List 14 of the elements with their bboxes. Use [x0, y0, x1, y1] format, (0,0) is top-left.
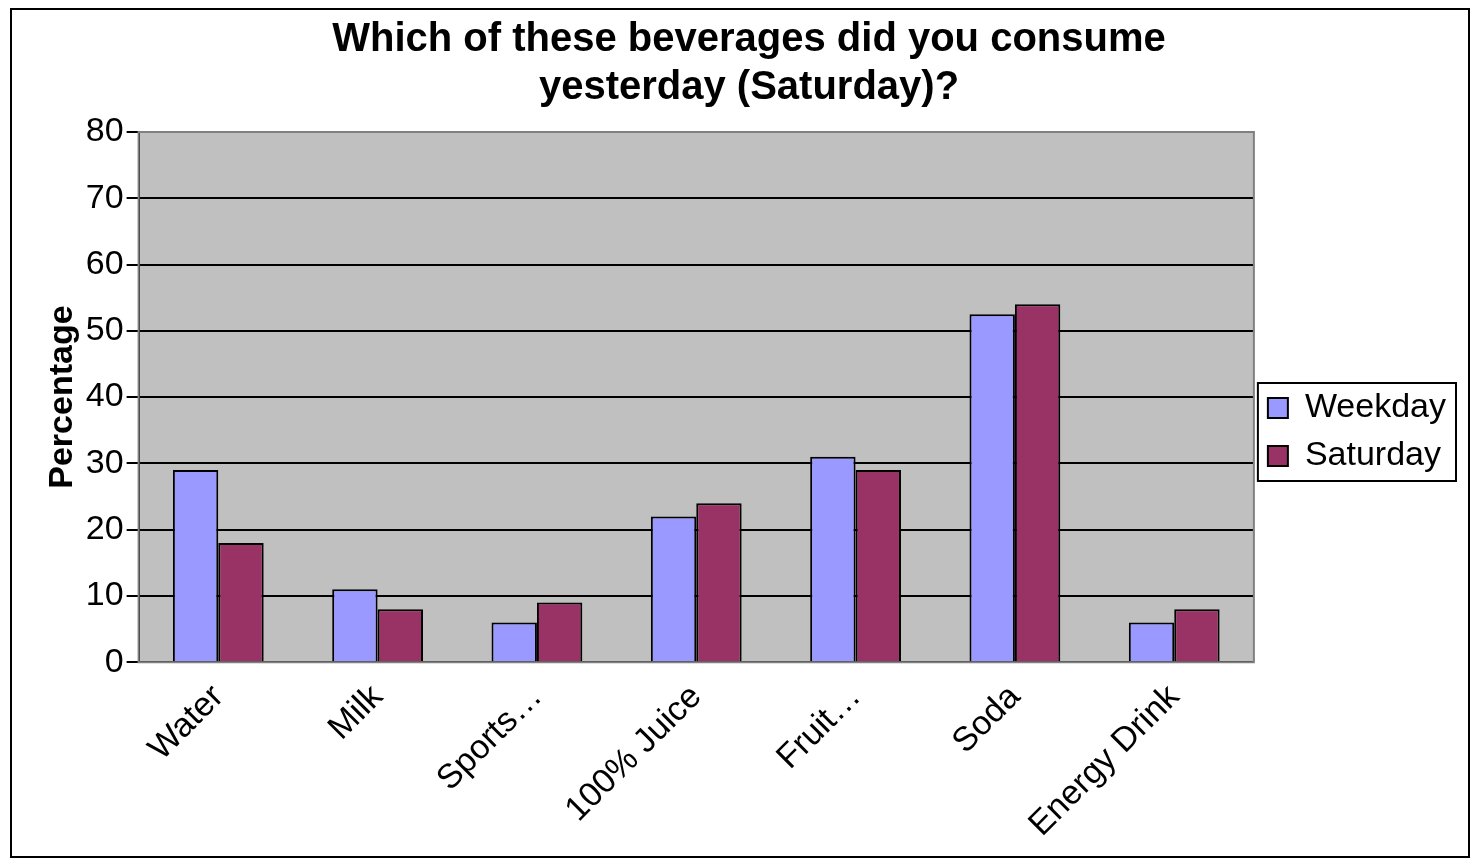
- legend-label: Weekday: [1304, 386, 1447, 425]
- y-tick-label: 30: [85, 441, 124, 480]
- y-tick-label: 70: [85, 176, 124, 215]
- legend-label: Saturday: [1304, 434, 1441, 473]
- y-tick-label: 40: [85, 375, 124, 414]
- y-tick-label: 10: [85, 574, 124, 613]
- y-tick-label: 0: [104, 640, 124, 679]
- y-tick-label: 60: [85, 242, 124, 281]
- y-tick-label: 80: [85, 110, 124, 149]
- y-axis-title: Percentage: [40, 305, 79, 489]
- y-tick-label: 20: [85, 508, 124, 547]
- chart-title: Which of these beverages did you consume yesterday (Saturday)?: [332, 15, 1166, 108]
- x-tick-label: Milk: [319, 675, 390, 746]
- y-tick-label: 50: [85, 309, 124, 348]
